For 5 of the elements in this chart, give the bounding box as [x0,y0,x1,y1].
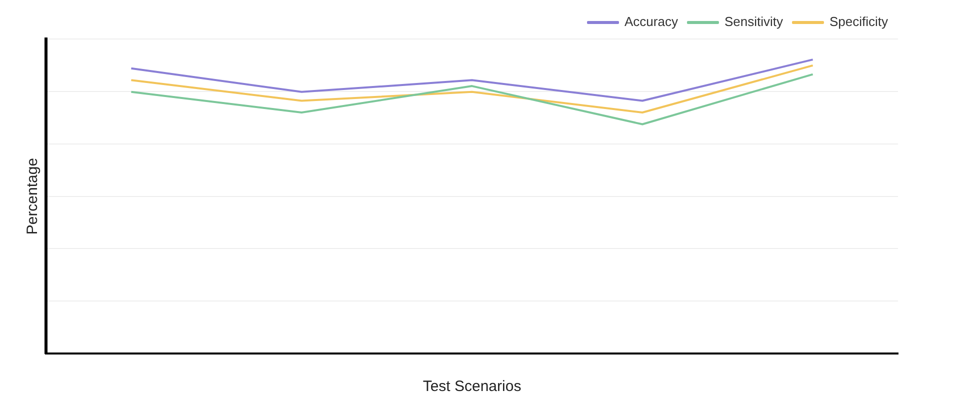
x-axis-title: Test Scenarios [422,378,522,396]
legend-label: Accuracy [624,14,678,30]
y-axis-title: Percentage [24,158,42,235]
legend-label: Sensitivity [724,14,784,30]
legend-label: Specificity [829,14,888,30]
